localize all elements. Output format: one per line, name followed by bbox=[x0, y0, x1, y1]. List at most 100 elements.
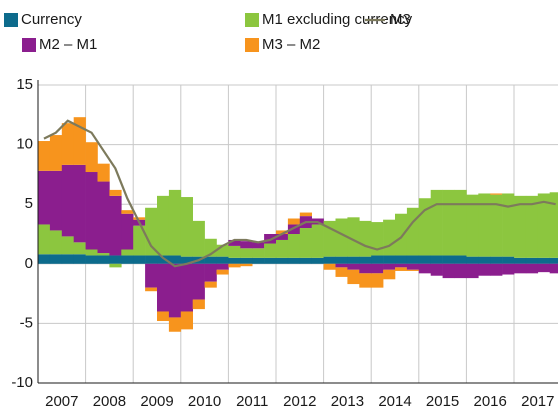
bar bbox=[442, 189, 455, 256]
x-tick-label: 2012 bbox=[283, 393, 316, 410]
bar bbox=[264, 257, 277, 264]
bar bbox=[133, 225, 146, 256]
legend-label: M2 – M1 bbox=[39, 36, 97, 53]
bar bbox=[395, 255, 408, 264]
bar bbox=[204, 263, 217, 282]
bar bbox=[502, 193, 515, 257]
bar bbox=[466, 194, 479, 257]
bar bbox=[347, 269, 360, 285]
bar bbox=[454, 255, 467, 264]
bar bbox=[311, 257, 324, 264]
bar bbox=[216, 256, 229, 264]
bar bbox=[276, 230, 289, 234]
x-tick-label: 2009 bbox=[140, 393, 173, 410]
bar bbox=[347, 263, 360, 270]
bar bbox=[109, 195, 122, 256]
bar bbox=[276, 239, 289, 258]
bar bbox=[525, 263, 539, 274]
bar bbox=[192, 220, 205, 257]
bar bbox=[502, 256, 515, 264]
bar bbox=[418, 263, 431, 274]
axes: -10 -5 0 5 10 15 2007 2008 2009 2010 2011 2012 2013 2… bbox=[11, 76, 558, 410]
bar bbox=[287, 224, 301, 234]
bar bbox=[157, 263, 170, 312]
bar bbox=[109, 255, 122, 264]
bar bbox=[145, 255, 158, 264]
bar bbox=[466, 263, 479, 279]
y-tick-label: -10 bbox=[11, 374, 33, 391]
bar bbox=[38, 141, 51, 171]
bar bbox=[490, 263, 503, 276]
bar bbox=[228, 257, 241, 264]
bar bbox=[359, 220, 372, 257]
y-tick-label: 5 bbox=[25, 195, 33, 212]
bar bbox=[252, 248, 265, 258]
bar bbox=[109, 189, 122, 196]
bar bbox=[121, 210, 134, 214]
bar bbox=[240, 263, 253, 267]
plot-area bbox=[38, 84, 558, 384]
bar bbox=[49, 135, 63, 171]
bar bbox=[466, 256, 479, 264]
bar bbox=[228, 239, 241, 246]
legend-swatch bbox=[245, 38, 259, 52]
bar bbox=[478, 263, 491, 276]
bar bbox=[371, 273, 384, 288]
bar bbox=[180, 197, 193, 257]
bar bbox=[299, 228, 312, 258]
bar bbox=[145, 287, 158, 292]
bar bbox=[359, 263, 372, 274]
bar bbox=[537, 193, 550, 258]
bar bbox=[121, 249, 134, 256]
x-tick-label: 2008 bbox=[93, 393, 126, 410]
bar bbox=[61, 254, 74, 264]
bar bbox=[97, 253, 110, 256]
bar bbox=[49, 254, 63, 264]
bar bbox=[490, 193, 503, 195]
bar bbox=[502, 263, 515, 275]
bar bbox=[192, 263, 205, 300]
bar bbox=[97, 163, 110, 182]
y-tick-label: 0 bbox=[25, 255, 33, 272]
bar bbox=[406, 207, 420, 256]
bar bbox=[61, 123, 74, 165]
bar bbox=[157, 311, 170, 322]
bar bbox=[323, 263, 336, 270]
bar bbox=[180, 256, 193, 264]
bar bbox=[287, 234, 301, 258]
bar bbox=[240, 248, 253, 258]
bar bbox=[168, 317, 182, 332]
bar bbox=[371, 222, 384, 256]
bar bbox=[61, 164, 74, 237]
bar bbox=[549, 257, 558, 264]
bar bbox=[145, 263, 158, 288]
bar bbox=[216, 269, 229, 275]
bar bbox=[97, 181, 110, 254]
y-tick-label: 15 bbox=[16, 76, 33, 93]
bar bbox=[157, 195, 170, 256]
legend-label: M3 bbox=[390, 11, 411, 28]
x-tick-label: 2007 bbox=[45, 393, 78, 410]
bar bbox=[514, 257, 527, 264]
legend-label: M3 – M2 bbox=[262, 36, 320, 53]
bar bbox=[299, 212, 312, 217]
bar bbox=[514, 195, 527, 258]
bar bbox=[430, 255, 443, 264]
bar bbox=[537, 263, 550, 273]
bar bbox=[145, 207, 158, 256]
bar bbox=[38, 254, 51, 264]
bar bbox=[549, 263, 558, 274]
bar bbox=[442, 263, 455, 279]
legend: Currency M1 excluding currency M2 – M1 M3 –… bbox=[4, 11, 413, 53]
x-tick-label: 2015 bbox=[426, 393, 459, 410]
bar bbox=[537, 257, 550, 264]
bar bbox=[276, 234, 289, 240]
bar bbox=[109, 263, 122, 268]
bar bbox=[85, 255, 98, 264]
bar bbox=[430, 263, 443, 276]
legend-label: Currency bbox=[21, 11, 82, 28]
bar bbox=[61, 236, 74, 255]
bar bbox=[347, 256, 360, 264]
bar bbox=[168, 263, 182, 318]
